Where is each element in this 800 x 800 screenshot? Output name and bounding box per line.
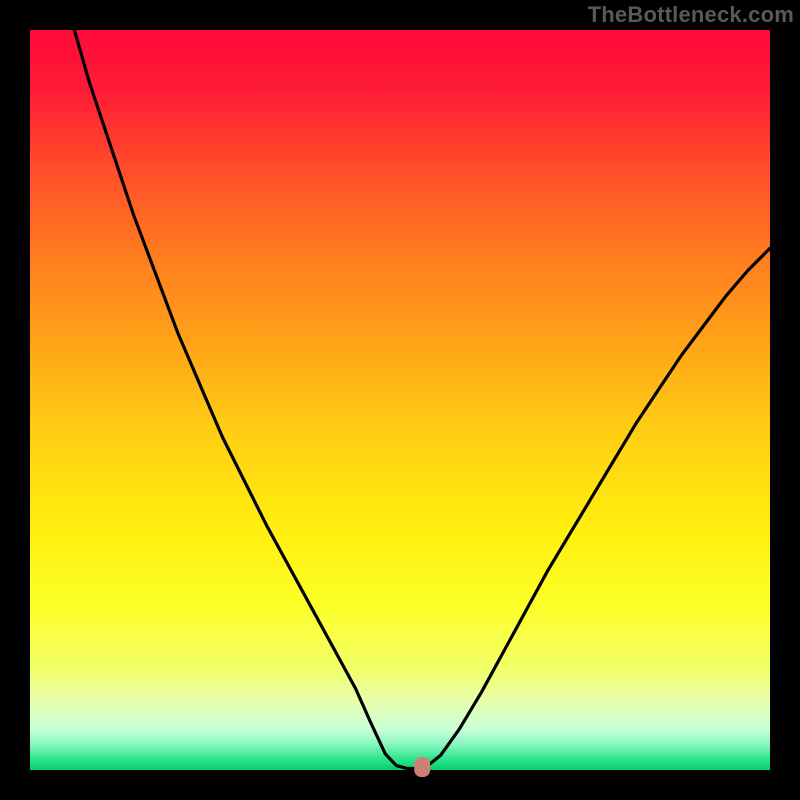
watermark-text: TheBottleneck.com xyxy=(588,2,794,28)
chart-container: TheBottleneck.com xyxy=(0,0,800,800)
bottleneck-chart-svg xyxy=(0,0,800,800)
optimal-point-marker xyxy=(414,757,430,777)
chart-background xyxy=(30,30,770,770)
